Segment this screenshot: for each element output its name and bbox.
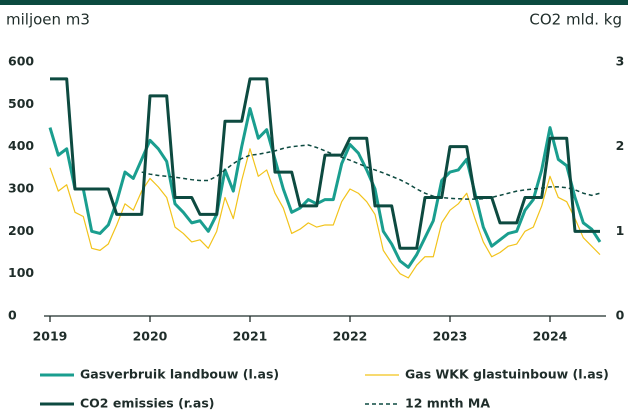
x-tick-label: 2024 — [533, 329, 568, 344]
y-tick-label: 400 — [8, 138, 34, 153]
x-tick-label: 2021 — [233, 329, 268, 344]
y2-tick-label: 1 — [616, 223, 625, 238]
y-tick-label: 100 — [8, 265, 34, 280]
y2-tick-label: 2 — [616, 138, 625, 153]
series-line — [49, 148, 601, 279]
y2-axis-label: CO2 mld. kg — [529, 11, 622, 29]
y2-tick-label: 0 — [616, 308, 625, 323]
series-line — [141, 144, 601, 200]
y2-tick-label: 3 — [616, 54, 625, 69]
x-tick-label: 2022 — [333, 329, 368, 344]
legend-label: Gasverbruik landbouw (l.as) — [80, 367, 279, 382]
series-line — [50, 77, 600, 250]
legend-label: Gas WKK glastuinbouw (l.as) — [405, 367, 609, 382]
series-line — [48, 107, 602, 269]
legend-label: CO2 emissies (r.as) — [80, 396, 215, 411]
x-tick-label: 2019 — [33, 329, 68, 344]
y-tick-label: 600 — [8, 54, 34, 69]
top-bar — [0, 0, 628, 5]
x-tick-label: 2023 — [433, 329, 468, 344]
x-tick-label: 2020 — [133, 329, 168, 344]
y-tick-label: 300 — [8, 181, 34, 196]
y-tick-label: 200 — [8, 223, 34, 238]
y-tick-label: 0 — [8, 308, 17, 323]
legend-label: 12 mnth MA — [405, 396, 490, 411]
y-tick-label: 500 — [8, 96, 34, 111]
y-axis-label: miljoen m3 — [6, 11, 90, 29]
